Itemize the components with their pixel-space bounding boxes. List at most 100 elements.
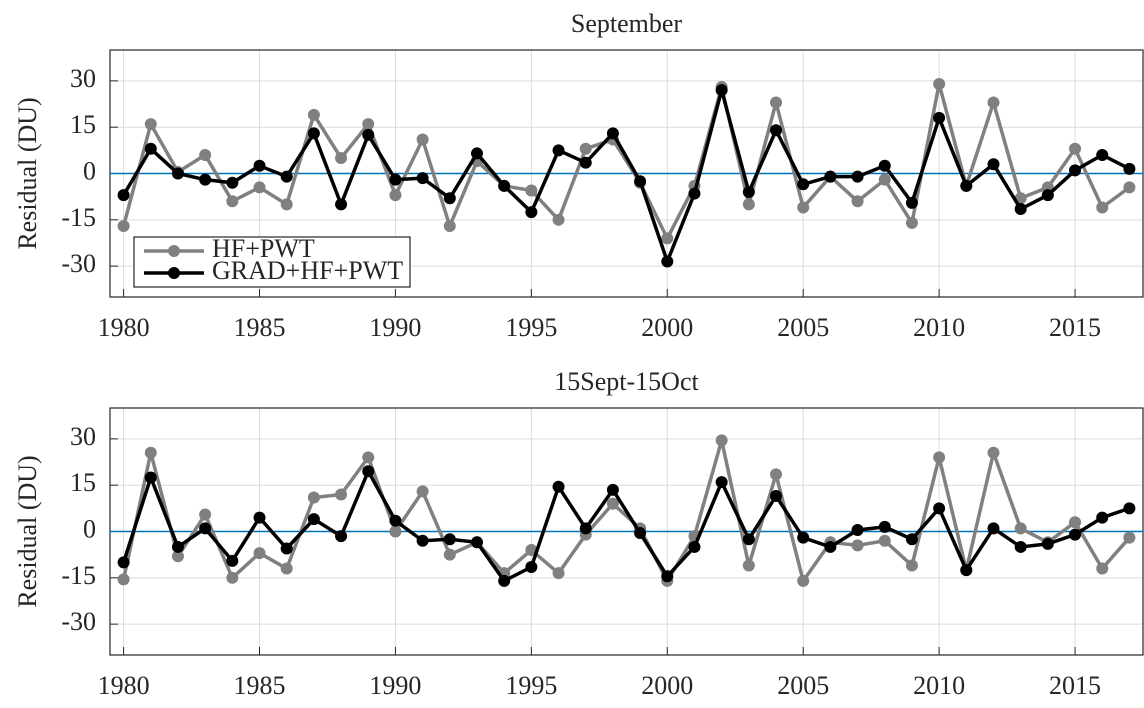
- point: [389, 525, 402, 538]
- x-tick-label: 1980: [98, 671, 150, 700]
- point: [498, 574, 511, 587]
- point: [280, 198, 293, 211]
- point: [1096, 148, 1109, 161]
- series-line: [122, 83, 1131, 267]
- x-tick-label: 2010: [913, 671, 965, 700]
- point: [606, 127, 619, 140]
- point: [307, 127, 320, 140]
- x-tick-label: 1980: [98, 313, 150, 342]
- point: [389, 189, 402, 202]
- point: [416, 172, 429, 185]
- point: [851, 195, 864, 208]
- y-tick-label: 0: [83, 514, 96, 543]
- point: [470, 147, 483, 160]
- point: [335, 152, 348, 165]
- point: [851, 539, 864, 552]
- point: [389, 514, 402, 527]
- point: [144, 142, 157, 155]
- point: [443, 219, 456, 232]
- point: [1014, 540, 1027, 553]
- point: [307, 108, 320, 121]
- point: [1041, 537, 1054, 550]
- point: [199, 173, 212, 186]
- point: [715, 434, 728, 447]
- chart-title: September: [571, 9, 683, 38]
- point: [661, 255, 674, 268]
- point: [253, 181, 266, 194]
- point: [661, 232, 674, 245]
- point: [253, 159, 266, 172]
- point: [606, 497, 619, 510]
- point: [117, 219, 130, 232]
- y-tick-label: -30: [61, 607, 96, 636]
- point: [443, 533, 456, 546]
- point: [335, 488, 348, 501]
- point: [1123, 531, 1136, 544]
- point: [579, 142, 592, 155]
- point: [1069, 164, 1082, 177]
- point: [661, 570, 674, 583]
- point: [1096, 511, 1109, 524]
- point: [688, 187, 701, 200]
- point: [797, 178, 810, 191]
- point: [878, 520, 891, 533]
- point: [552, 480, 565, 493]
- point: [715, 84, 728, 97]
- y-tick-label: -30: [61, 249, 96, 278]
- point: [1069, 142, 1082, 155]
- point: [226, 571, 239, 584]
- point: [960, 179, 973, 192]
- point: [117, 573, 130, 586]
- point: [525, 561, 538, 574]
- x-tick-label: 2000: [641, 671, 693, 700]
- point: [1096, 201, 1109, 214]
- point: [552, 213, 565, 226]
- point: [579, 522, 592, 535]
- point: [1069, 528, 1082, 541]
- point: [362, 128, 375, 141]
- y-tick-label: 0: [83, 156, 96, 185]
- x-tick-label: 1995: [505, 671, 557, 700]
- legend-label: GRAD+HF+PWT: [212, 256, 403, 285]
- point: [770, 96, 783, 109]
- point: [1014, 522, 1027, 535]
- point: [416, 485, 429, 498]
- point: [933, 111, 946, 124]
- point: [933, 502, 946, 515]
- point: [335, 530, 348, 543]
- point: [688, 540, 701, 553]
- point: [960, 564, 973, 577]
- x-tick-label: 2005: [777, 313, 829, 342]
- point: [742, 198, 755, 211]
- point: [253, 511, 266, 524]
- point: [199, 522, 212, 535]
- y-axis-label: Residual (DU): [13, 455, 42, 607]
- point: [307, 491, 320, 504]
- series-line: [121, 83, 1131, 243]
- point: [797, 201, 810, 214]
- point: [443, 548, 456, 561]
- x-tick-label: 2005: [777, 671, 829, 700]
- point: [280, 170, 293, 183]
- point: [770, 489, 783, 502]
- point: [742, 533, 755, 546]
- point: [362, 465, 375, 478]
- point: [525, 184, 538, 197]
- legend-marker: [168, 267, 180, 279]
- y-tick-label: 15: [70, 110, 96, 139]
- point: [878, 173, 891, 186]
- series-line: [121, 439, 1131, 586]
- point: [987, 446, 1000, 459]
- x-tick-label: 1990: [369, 313, 421, 342]
- point: [905, 533, 918, 546]
- x-tick-label: 1985: [234, 671, 286, 700]
- point: [171, 540, 184, 553]
- series-line: [121, 467, 1130, 584]
- point: [770, 124, 783, 137]
- point: [416, 133, 429, 146]
- point: [770, 468, 783, 481]
- legend-box: [133, 236, 411, 288]
- point: [280, 562, 293, 575]
- point: [498, 179, 511, 192]
